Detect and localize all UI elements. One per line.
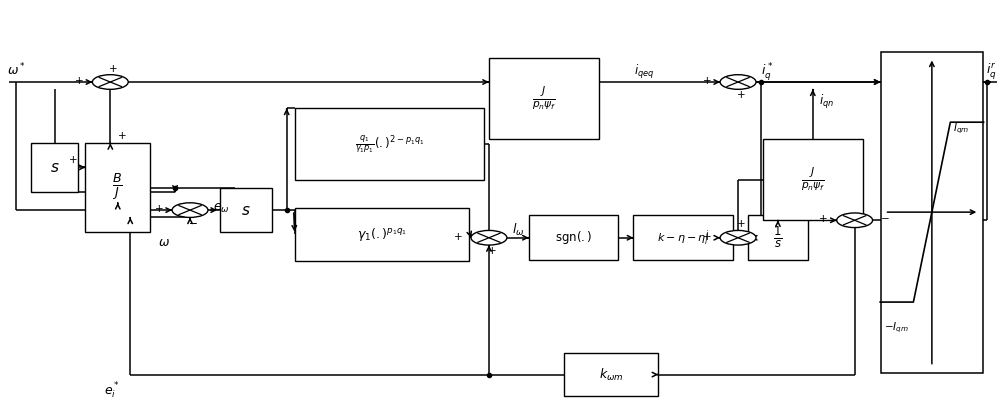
Bar <box>633 215 733 260</box>
Text: $k_{\omega m}$: $k_{\omega m}$ <box>599 366 623 383</box>
Text: $s$: $s$ <box>50 160 59 175</box>
Text: $\frac{1}{s}$: $\frac{1}{s}$ <box>773 225 783 251</box>
Text: −: − <box>189 219 197 228</box>
Text: $\frac{B}{J}$: $\frac{B}{J}$ <box>112 172 123 203</box>
Text: $e_i^*$: $e_i^*$ <box>104 381 120 401</box>
Text: $i_{qeq}$: $i_{qeq}$ <box>634 63 655 81</box>
Bar <box>295 109 484 180</box>
Text: $e_\omega$: $e_\omega$ <box>213 202 230 215</box>
Text: −: − <box>881 214 890 224</box>
Text: $i_q^*$: $i_q^*$ <box>761 61 773 83</box>
Text: $\frac{J}{p_n\psi_f}$: $\frac{J}{p_n\psi_f}$ <box>801 166 825 193</box>
Bar <box>295 208 469 261</box>
Text: $s$: $s$ <box>241 203 251 217</box>
Circle shape <box>837 213 873 228</box>
Text: $i_{qn}$: $i_{qn}$ <box>819 93 834 111</box>
Text: $\frac{q_1}{\gamma_1 p_1}(.)^{2-p_1 q_1}$: $\frac{q_1}{\gamma_1 p_1}(.)^{2-p_1 q_1}… <box>355 133 424 155</box>
Text: +: + <box>69 155 78 165</box>
Text: $\mathrm{sgn(.)}$: $\mathrm{sgn(.)}$ <box>555 229 592 246</box>
Text: +: + <box>109 64 118 73</box>
Bar <box>881 51 983 373</box>
Text: $k-\eta-\eta_l^i$: $k-\eta-\eta_l^i$ <box>657 228 709 248</box>
Text: $l_\omega$: $l_\omega$ <box>512 222 524 239</box>
Bar <box>529 215 618 260</box>
Bar <box>85 143 150 233</box>
Circle shape <box>172 203 208 217</box>
Text: +: + <box>118 131 127 141</box>
Circle shape <box>92 75 128 89</box>
Text: $\omega$: $\omega$ <box>158 236 170 249</box>
Text: +: + <box>737 220 745 229</box>
Circle shape <box>471 231 507 245</box>
Text: $-I_{qm}$: $-I_{qm}$ <box>884 321 909 335</box>
Circle shape <box>720 75 756 89</box>
Text: $I_{qm}$: $I_{qm}$ <box>953 122 970 136</box>
Text: +: + <box>737 91 745 100</box>
Bar <box>31 143 78 192</box>
Text: +: + <box>488 246 496 256</box>
Bar <box>489 58 599 139</box>
Text: $\frac{J}{p_n\psi_f}$: $\frac{J}{p_n\psi_f}$ <box>532 84 556 112</box>
Bar <box>564 353 658 396</box>
Text: +: + <box>819 214 828 224</box>
Text: +: + <box>155 204 163 214</box>
Text: $i_q^r$: $i_q^r$ <box>986 61 997 81</box>
Text: +: + <box>703 76 711 86</box>
Text: $\gamma_1(.)^{p_1 q_1}$: $\gamma_1(.)^{p_1 q_1}$ <box>357 226 407 243</box>
Circle shape <box>720 231 756 245</box>
Bar <box>748 215 808 260</box>
Bar <box>220 188 272 233</box>
Text: +: + <box>703 231 711 242</box>
Text: $\omega^*$: $\omega^*$ <box>7 62 26 78</box>
Bar <box>763 139 863 220</box>
Text: +: + <box>454 231 462 242</box>
Text: +: + <box>75 76 84 86</box>
Text: −: − <box>189 219 197 228</box>
